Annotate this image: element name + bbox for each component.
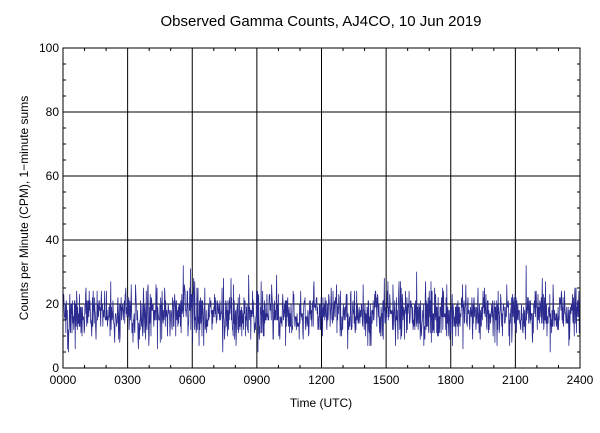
chart-title: Observed Gamma Counts, AJ4CO, 10 Jun 201… bbox=[161, 13, 482, 30]
grid-lines bbox=[63, 48, 580, 368]
x-tick-label: 0000 bbox=[50, 373, 77, 387]
series-line bbox=[62, 265, 581, 353]
y-tick-label: 40 bbox=[46, 233, 60, 247]
y-tick-label: 100 bbox=[39, 41, 59, 55]
x-tick-label: 0300 bbox=[114, 373, 141, 387]
x-tick-label: 1800 bbox=[437, 373, 464, 387]
data-series bbox=[62, 265, 581, 353]
x-tick-label: 2100 bbox=[502, 373, 529, 387]
x-axis-label: Time (UTC) bbox=[290, 396, 352, 410]
x-tick-label: 2400 bbox=[567, 373, 594, 387]
y-tick-label: 20 bbox=[46, 297, 60, 311]
x-tick-label: 1500 bbox=[373, 373, 400, 387]
x-tick-label: 0900 bbox=[244, 373, 271, 387]
axis-ticks: 0000 0300 0600 0900 1200 1500 1800 2100 2400 0 20 4… bbox=[39, 41, 594, 387]
y-axis-label: Counts per Minute (CPM), 1−minute sums bbox=[17, 96, 31, 320]
y-tick-label: 80 bbox=[46, 105, 60, 119]
x-tick-label: 0600 bbox=[179, 373, 206, 387]
y-tick-label: 60 bbox=[46, 169, 60, 183]
x-tick-label: 1200 bbox=[308, 373, 335, 387]
y-tick-label: 0 bbox=[52, 361, 59, 375]
